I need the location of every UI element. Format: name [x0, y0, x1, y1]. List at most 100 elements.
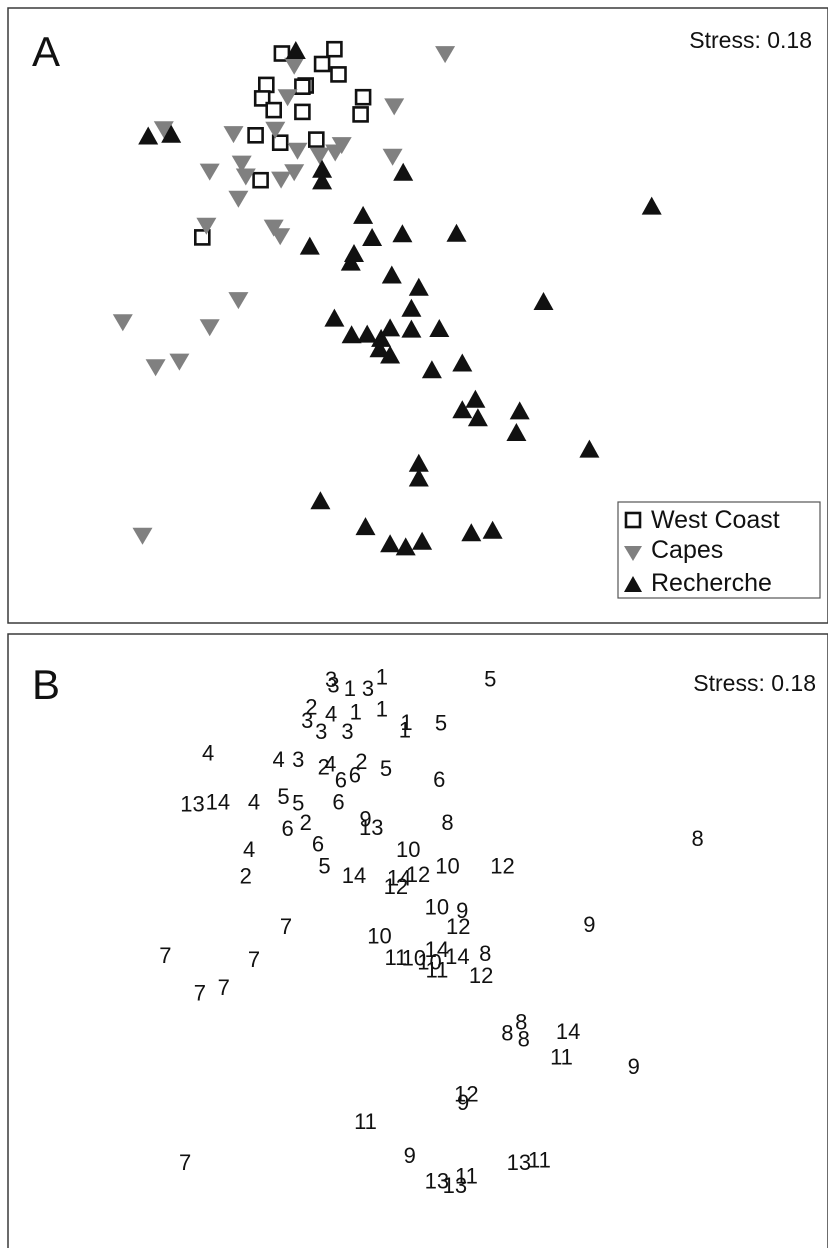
point-recherche-11	[299, 236, 320, 255]
point-recherche-0	[285, 41, 306, 59]
panel-b-scatter: B Stress: 0.18 13 1 33 52 4 1 13 3 3 11 54 4 3 24 2 56 6…	[7, 633, 828, 1248]
point-label-68: 8	[501, 1021, 513, 1046]
point-west-coast-11	[352, 106, 369, 123]
point-capes-14	[284, 164, 305, 182]
point-label-54: 10	[367, 924, 391, 949]
point-recherche-3	[312, 159, 333, 178]
point-label-77: 7	[179, 1150, 191, 1175]
point-recherche-38	[355, 517, 376, 536]
point-west-coast-2	[313, 55, 331, 73]
point-label-22: 5	[380, 756, 392, 781]
point-label-29: 5	[277, 784, 289, 809]
point-recherche-20	[357, 324, 378, 343]
point-label-76: 9	[404, 1143, 416, 1168]
point-capes-23	[199, 319, 220, 337]
point-label-61: 10	[402, 946, 426, 971]
point-capes-21	[228, 292, 249, 310]
point-label-64: 12	[469, 963, 493, 988]
point-recherche-28	[452, 353, 473, 372]
point-label-52: 9	[583, 912, 595, 937]
point-recherche-29	[465, 389, 486, 408]
panel-a-scatter: A Stress: 0.18 West Coast Capes Recherch…	[7, 7, 828, 624]
point-capes-12	[199, 163, 220, 181]
point-capes-25	[169, 353, 190, 371]
point-label-10: 3	[301, 708, 313, 733]
point-recherche-27	[421, 360, 442, 379]
point-label-67: 8	[515, 1010, 527, 1035]
point-capes-8	[382, 148, 403, 166]
point-capes-2	[277, 89, 298, 107]
point-label-32: 9	[359, 806, 371, 831]
point-label-79: 11	[528, 1148, 551, 1173]
point-recherche-7	[353, 205, 374, 224]
point-capes-10	[309, 147, 330, 165]
point-recherche-36	[408, 468, 429, 487]
point-label-72: 9	[628, 1054, 640, 1079]
point-recherche-10	[446, 223, 467, 242]
point-west-coast-3	[330, 66, 347, 83]
point-recherche-33	[506, 423, 527, 441]
point-capes-15	[235, 168, 256, 186]
point-recherche-5	[393, 162, 414, 181]
point-west-coast-1	[326, 40, 343, 58]
point-label-4: 3	[325, 667, 337, 692]
panel-a-points	[112, 40, 662, 556]
point-label-81: 13	[425, 1169, 449, 1194]
point-west-coast-4	[257, 76, 275, 94]
point-label-13: 1	[400, 710, 412, 735]
point-label-47: 12	[490, 854, 514, 879]
point-label-31: 6	[332, 790, 344, 815]
legend-marker-west-coast	[624, 511, 642, 529]
point-label-12: 3	[341, 719, 353, 744]
point-recherche-34	[579, 439, 600, 458]
point-west-coast-15	[252, 171, 269, 189]
point-west-coast-14	[307, 131, 325, 148]
point-label-44: 14	[387, 865, 411, 890]
point-recherche-31	[467, 408, 488, 427]
point-label-23: 6	[335, 768, 347, 793]
point-recherche-43	[482, 520, 503, 539]
point-label-40: 8	[691, 826, 703, 851]
point-label-28: 4	[248, 790, 260, 815]
point-label-15: 5	[435, 711, 447, 736]
point-label-1: 3	[327, 673, 339, 698]
panel-b-stress: Stress: 0.18	[693, 670, 816, 696]
point-label-5: 5	[484, 666, 496, 691]
point-label-56: 14	[445, 944, 469, 969]
point-label-78: 13	[507, 1150, 531, 1175]
point-label-82: 13	[443, 1173, 467, 1198]
point-label-30: 5	[292, 790, 304, 815]
point-capes-5	[223, 126, 244, 144]
point-recherche-42	[461, 523, 482, 542]
point-capes-18	[196, 217, 217, 235]
point-recherche-9	[392, 224, 413, 243]
legend: West Coast Capes Recherche	[617, 501, 821, 599]
point-label-38: 4	[243, 837, 255, 862]
point-west-coast-8	[265, 101, 283, 119]
point-label-9: 1	[376, 696, 388, 721]
point-label-74: 9	[457, 1090, 469, 1115]
point-label-7: 4	[325, 701, 337, 726]
point-label-75: 11	[354, 1109, 377, 1134]
point-capes-24	[145, 359, 166, 377]
point-west-coast-13	[271, 134, 289, 151]
panel-a-label: A	[32, 28, 60, 75]
point-capes-1	[284, 57, 305, 75]
point-capes-26	[132, 527, 153, 545]
point-label-39: 10	[396, 837, 420, 862]
point-recherche-23	[401, 319, 422, 338]
point-west-coast-7	[294, 78, 311, 95]
point-recherche-35	[408, 453, 429, 472]
point-label-17: 4	[272, 747, 284, 772]
point-capes-0	[435, 46, 456, 64]
point-label-11: 3	[315, 719, 327, 744]
point-recherche-19	[341, 325, 362, 344]
point-capes-6	[265, 121, 286, 139]
point-capes-17	[228, 190, 249, 208]
legend-label-capes: Capes	[651, 536, 723, 564]
point-label-0: 1	[376, 665, 388, 690]
point-label-16: 4	[202, 741, 214, 766]
point-recherche-30	[452, 400, 473, 419]
legend-box	[617, 501, 821, 599]
